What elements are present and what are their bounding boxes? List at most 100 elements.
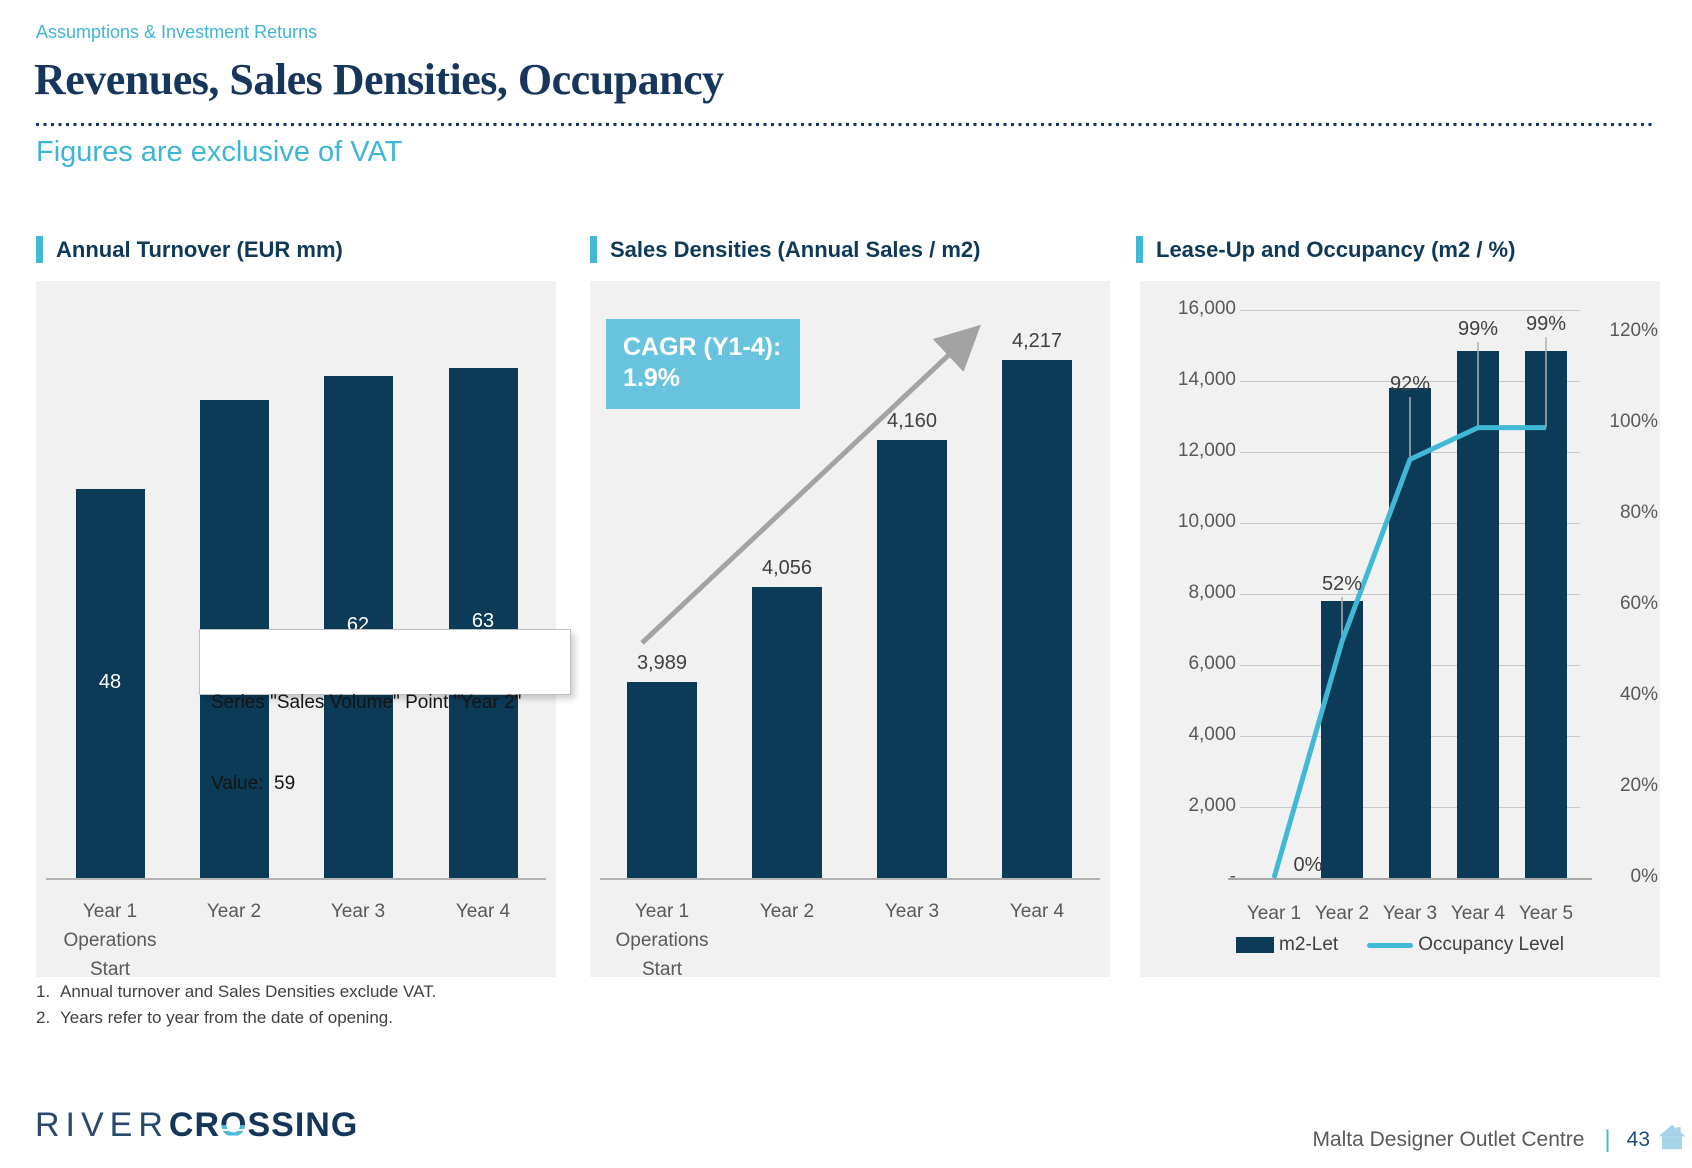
- right-axis-tick: 100%: [1609, 411, 1658, 432]
- right-axis-tick: 60%: [1619, 593, 1658, 614]
- occupancy-point-label: 92%: [1389, 373, 1431, 395]
- density-bar-1[interactable]: [627, 682, 697, 878]
- right-axis-tick: 80%: [1619, 502, 1658, 523]
- x-axis-label: Year 3: [330, 901, 386, 922]
- accent-bar-icon: [1136, 236, 1143, 263]
- lease-up-occupancy-chart: 16,000 14,000 12,000 10,000 8,000 6,000 4,000 2…: [1140, 281, 1660, 977]
- density-bar-4[interactable]: [1002, 360, 1072, 878]
- accent-bar-icon: [36, 236, 43, 263]
- occupancy-point-label: 99%: [1525, 313, 1567, 335]
- chart1-title: Annual Turnover (EUR mm): [56, 236, 343, 262]
- x-axis-label: Year 3: [884, 901, 940, 922]
- x-axis-label: Year 1: [1246, 903, 1302, 924]
- density-value-label: 3,989: [636, 652, 688, 674]
- page-number: 43: [1626, 1127, 1650, 1151]
- trend-arrow-icon: [640, 324, 981, 645]
- x-axis-line: [1228, 878, 1592, 880]
- footnote-2: 2. Years refer to year from the date of …: [36, 1008, 393, 1028]
- left-axis-tick: 4,000: [1188, 724, 1236, 745]
- turnover-bar-value-label: 48: [98, 670, 122, 693]
- logo-crossing: CR: [168, 1106, 221, 1144]
- cagr-line2: 1.9%: [623, 364, 680, 392]
- logo-river: RIVER: [35, 1106, 169, 1144]
- gridline: [1240, 310, 1580, 311]
- chart2-title-row: Sales Densities (Annual Sales / m2): [590, 236, 980, 263]
- house-icon: [1658, 1124, 1686, 1155]
- chart3-title-row: Lease-Up and Occupancy (m2 / %): [1136, 236, 1515, 263]
- x-axis-label: Year 5: [1518, 903, 1574, 924]
- footnote-text: Annual turnover and Sales Densities excl…: [60, 982, 437, 1001]
- m2let-bar-4[interactable]: [1457, 351, 1499, 878]
- subtitle: Figures are exclusive of VAT: [36, 136, 403, 168]
- left-axis-tick: 8,000: [1188, 582, 1236, 603]
- density-value-label: 4,160: [886, 410, 938, 432]
- chart2-title: Sales Densities (Annual Sales / m2): [610, 236, 981, 262]
- x-axis-line: [46, 878, 546, 880]
- right-axis-tick: 40%: [1619, 684, 1658, 705]
- legend-bar-label: m2-Let: [1279, 934, 1339, 955]
- footnote-number: 1.: [36, 982, 51, 1001]
- cagr-annotation: CAGR (Y1-4): 1.9%: [606, 319, 800, 409]
- footnote-text: Years refer to year from the date of ope…: [60, 1008, 393, 1027]
- sales-densities-chart: 3,989 4,056 4,160 4,217 Year 1 Operations Star…: [590, 281, 1110, 980]
- x-axis-line: [600, 878, 1100, 880]
- accent-bar-icon: [590, 236, 597, 263]
- left-axis-tick: 14,000: [1177, 369, 1236, 390]
- footnote-number: 2.: [36, 1008, 51, 1027]
- logo-striped-o: O: [220, 1106, 248, 1144]
- x-axis-label: Year 4: [1009, 901, 1065, 922]
- turnover-bar-4[interactable]: [448, 368, 518, 878]
- cagr-line1: CAGR (Y1-4):: [623, 333, 782, 361]
- occupancy-point-label: 99%: [1457, 318, 1499, 340]
- right-axis-tick: 120%: [1609, 320, 1658, 341]
- right-axis-tick: 0%: [1630, 866, 1658, 887]
- footer-project-name: Malta Designer Outlet Centre: [1312, 1127, 1585, 1151]
- x-axis-label: Year 2: [759, 901, 815, 922]
- x-axis-label: Year 1 Operations Start: [615, 901, 709, 980]
- left-axis-tick: 10,000: [1177, 511, 1236, 532]
- tooltip-series-line: Series "Sales Volume" Point "Year 2": [211, 692, 522, 713]
- rivercrossing-logo: RIVERCROSSING: [35, 1106, 358, 1145]
- left-axis-tick: 16,000: [1177, 298, 1236, 319]
- left-axis-tick: 2,000: [1188, 795, 1236, 816]
- legend-line-swatch-icon: [1367, 942, 1414, 948]
- density-value-label: 4,217: [1011, 330, 1063, 352]
- legend-bar-swatch-icon: [1236, 937, 1275, 953]
- left-axis-tick: 12,000: [1177, 440, 1236, 461]
- left-axis-tick: -: [1229, 866, 1236, 887]
- page-title: Revenues, Sales Densities, Occupancy: [34, 55, 724, 104]
- occupancy-point-label: 52%: [1321, 573, 1363, 595]
- x-axis-label: Year 4: [1450, 903, 1506, 924]
- chart-legend: m2-Let Occupancy Level: [1140, 934, 1660, 956]
- occupancy-point-label: 0%: [1293, 854, 1323, 876]
- turnover-bar-value-label: 63: [471, 610, 495, 632]
- dotted-divider: [36, 123, 1656, 126]
- footer-separator: |: [1604, 1125, 1611, 1153]
- x-axis-label: Year 3: [1382, 903, 1438, 924]
- x-axis-label: Year 4: [455, 901, 511, 922]
- occupancy-line[interactable]: [1140, 281, 1660, 977]
- gridline: [1240, 381, 1580, 382]
- legend-line-label: Occupancy Level: [1418, 934, 1564, 955]
- m2let-bar-5[interactable]: [1525, 351, 1567, 878]
- chart3-title: Lease-Up and Occupancy (m2 / %): [1156, 236, 1516, 262]
- footer-right: Malta Designer Outlet Centre | 43: [1312, 1124, 1686, 1155]
- section-kicker: Assumptions & Investment Returns: [36, 22, 318, 42]
- footnote-1: 1. Annual turnover and Sales Densities e…: [36, 982, 436, 1002]
- right-axis-tick: 20%: [1619, 775, 1658, 796]
- turnover-bar-1[interactable]: [75, 489, 145, 878]
- x-axis-label: Year 1 Operations Start: [63, 901, 157, 980]
- chart1-title-row: Annual Turnover (EUR mm): [36, 236, 343, 263]
- m2let-bar-3[interactable]: [1389, 388, 1431, 878]
- left-axis-tick: 6,000: [1188, 653, 1236, 674]
- x-axis-label: Year 2: [1314, 903, 1370, 924]
- tooltip-value-line: Value: 59: [211, 773, 296, 794]
- density-bar-3[interactable]: [877, 440, 947, 878]
- chart-hover-tooltip: Series "Sales Volume" Point "Year 2" Val…: [199, 629, 571, 794]
- density-bar-2[interactable]: [752, 587, 822, 878]
- logo-crossing: SSING: [247, 1106, 359, 1144]
- turnover-bar-3[interactable]: [323, 376, 393, 878]
- density-value-label: 4,056: [761, 557, 813, 579]
- x-axis-label: Year 2: [206, 901, 262, 922]
